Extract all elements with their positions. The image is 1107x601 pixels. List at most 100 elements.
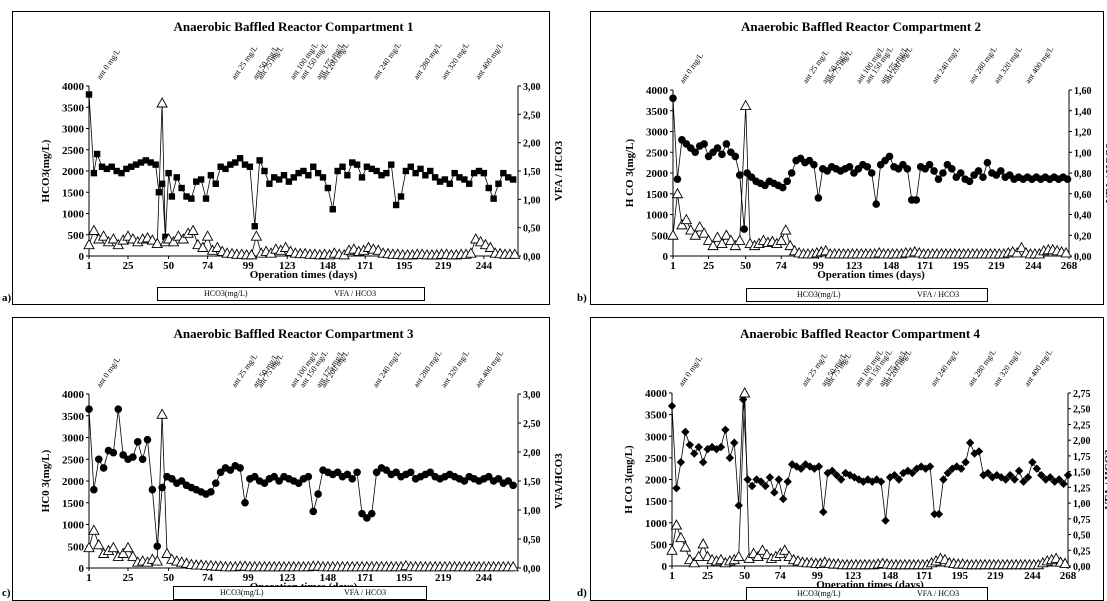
data-point: [178, 184, 185, 192]
data-point: [187, 224, 199, 235]
y-tick-label-left: 500: [652, 230, 669, 242]
data-point: [997, 473, 1006, 482]
data-point: [507, 560, 519, 572]
y-tick-label-right: 1,00: [523, 195, 541, 206]
y-tick-label-left: 0: [663, 251, 669, 263]
data-point: [310, 163, 317, 170]
data-point: [810, 464, 819, 473]
chart-title: Anaerobic Baffled Reactor Compartment 4: [740, 326, 980, 341]
data-point: [397, 193, 405, 200]
data-point: [775, 234, 788, 245]
data-point: [783, 177, 792, 186]
x-tick-label: 1: [86, 572, 92, 584]
y-tick-label-left: 1000: [645, 518, 668, 530]
data-point: [138, 455, 147, 464]
x-tick-label: 148: [882, 570, 899, 582]
data-point: [872, 200, 880, 208]
data-point: [494, 475, 503, 483]
data-point: [673, 175, 682, 184]
data-point: [691, 148, 700, 157]
data-point: [167, 235, 180, 247]
data-point: [508, 248, 521, 259]
y-tick-label-right: 0,20: [1074, 231, 1092, 242]
x-tick-label: 1: [669, 570, 675, 582]
data-point: [114, 405, 123, 414]
data-point: [961, 458, 970, 467]
y-tick-label-left: 2500: [62, 145, 85, 157]
y-tick-label-left: 0: [79, 563, 85, 575]
data-point: [676, 458, 686, 467]
x-tick-label: 74: [775, 570, 787, 582]
data-point: [314, 169, 322, 177]
data-point: [90, 485, 98, 494]
y-tick-label-right: 0,25: [1073, 546, 1091, 557]
data-point: [383, 169, 390, 177]
data-point: [752, 550, 764, 562]
data-point: [177, 233, 190, 244]
y-tick-label-right: 2,00: [1073, 436, 1091, 447]
y-tick-label-right: 2,00: [523, 448, 541, 459]
y-tick-label-left: 1000: [646, 210, 669, 222]
data-point: [735, 171, 744, 179]
x-tick-label: 219: [987, 570, 1004, 582]
data-point: [698, 227, 710, 238]
data-point: [339, 163, 346, 170]
data-point: [382, 466, 391, 474]
data-point: [930, 509, 939, 519]
data-point: [689, 229, 702, 240]
data-point: [319, 174, 327, 181]
data-point: [156, 97, 168, 108]
y-tick-label-right: 0,00: [1074, 252, 1092, 263]
data-point: [712, 445, 721, 454]
data-point: [974, 167, 983, 175]
data-point: [368, 165, 375, 173]
data-point: [207, 172, 215, 179]
data-point: [912, 196, 921, 204]
legend-item-hco3: HCO3(mg/L): [204, 289, 248, 298]
data-point: [88, 224, 100, 235]
y-tick-label-left: 2500: [646, 147, 669, 159]
data-point: [504, 477, 513, 485]
x-tick-label: 244: [1025, 260, 1042, 272]
data-point: [426, 468, 435, 477]
y-axis-label-left: H CO 3(mg/L): [624, 138, 636, 207]
data-point: [934, 509, 944, 519]
x-tick-label: 123: [846, 260, 863, 272]
concentration-annotation: ant 240 mg/L: [371, 41, 403, 82]
data-point: [970, 449, 979, 458]
data-point: [97, 230, 110, 241]
y-axis-label-left: H CO 3(mg/L): [623, 445, 635, 514]
data-point: [392, 201, 400, 209]
data-point: [256, 157, 263, 164]
y-tick-label-right: 1,75: [1073, 452, 1091, 463]
data-point: [784, 239, 796, 251]
legend-label: VFA / HCO3: [344, 588, 387, 597]
y-tick-label-left: 1000: [62, 520, 85, 532]
legend-item-vfa: VFA / HCO3: [917, 589, 959, 598]
data-point: [957, 464, 966, 473]
data-point: [666, 544, 678, 555]
data-point: [747, 481, 757, 491]
data-point: [85, 405, 93, 414]
x-tick-label: 1: [86, 260, 92, 272]
data-point: [996, 167, 1005, 175]
data-point: [314, 490, 322, 498]
y-tick-label-left: 0: [662, 561, 668, 573]
data-point: [743, 475, 752, 484]
data-point: [358, 509, 366, 518]
data-point: [156, 408, 168, 419]
y-tick-label-left: 2500: [62, 454, 85, 466]
x-tick-label: 148: [320, 572, 337, 584]
y-tick-label-right: 0,50: [1073, 531, 1091, 542]
data-point: [819, 507, 828, 517]
y-tick-label-left: 4000: [646, 85, 669, 97]
data-point: [232, 159, 239, 166]
data-point: [151, 237, 164, 248]
data-point: [251, 223, 258, 230]
y-tick-label-right: 2,50: [523, 110, 541, 121]
chart-panel-c: c) Anaerobic Baffled Reactor Compartment…: [0, 307, 565, 601]
legend-label: HCO3(mg/L): [797, 290, 841, 299]
chart-legend: HCO3(mg/L) VFA / HCO3: [173, 586, 427, 600]
data-point: [177, 477, 186, 485]
data-point: [1014, 466, 1024, 476]
